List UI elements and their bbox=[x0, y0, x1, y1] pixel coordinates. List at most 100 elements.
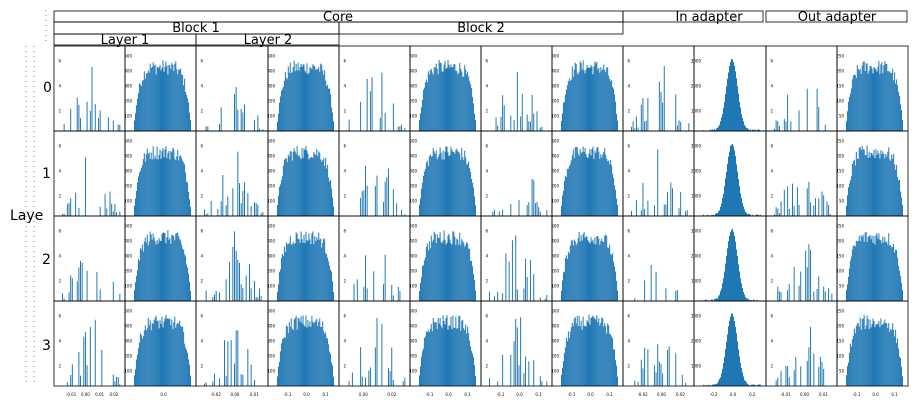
histogram-bar bbox=[747, 298, 748, 301]
histogram-bar bbox=[577, 74, 579, 131]
histogram-bar bbox=[467, 71, 469, 131]
histogram-bar bbox=[879, 239, 881, 301]
y-tick-label: 4 bbox=[627, 254, 630, 259]
histogram-bar bbox=[180, 155, 182, 216]
histogram-bar bbox=[463, 328, 465, 386]
histogram-bar bbox=[898, 348, 900, 386]
histogram-bar bbox=[884, 158, 886, 216]
histogram-bar bbox=[885, 63, 887, 132]
histogram-bar bbox=[101, 349, 103, 386]
histogram-bar bbox=[280, 343, 282, 386]
histogram-bar bbox=[320, 238, 322, 301]
histogram-bar bbox=[402, 381, 404, 386]
y-tick-label: 4 bbox=[343, 169, 346, 174]
histogram-bar bbox=[458, 244, 460, 301]
histogram-bar bbox=[586, 319, 588, 386]
histogram-bar bbox=[823, 195, 825, 216]
histogram-bar bbox=[291, 160, 293, 216]
histogram-bar bbox=[798, 110, 800, 131]
histogram-bar bbox=[351, 372, 353, 386]
histogram-bar bbox=[176, 156, 178, 216]
histogram-bar bbox=[726, 86, 727, 131]
histogram-bar bbox=[301, 66, 303, 131]
histogram-bar bbox=[179, 320, 181, 386]
histogram-bar bbox=[424, 82, 426, 131]
histogram-bar bbox=[737, 256, 738, 301]
histogram-bar bbox=[136, 98, 138, 131]
histogram-bar bbox=[720, 291, 721, 301]
histogram-bar bbox=[740, 193, 741, 216]
histogram-bar bbox=[172, 64, 174, 131]
histogram-bar bbox=[780, 201, 782, 216]
histogram-bar bbox=[299, 66, 301, 131]
x-tick-label: -0.02 bbox=[637, 392, 648, 397]
y-tick-label: 300 bbox=[124, 339, 132, 344]
histogram-bar bbox=[165, 243, 167, 301]
histogram-bar bbox=[287, 333, 289, 386]
histogram-bar bbox=[858, 147, 860, 216]
histogram-bar bbox=[175, 233, 177, 301]
histogram-bar bbox=[728, 326, 729, 386]
histogram-bar bbox=[437, 318, 439, 386]
histogram-bar bbox=[744, 380, 745, 386]
y-tick-label: 2 bbox=[485, 194, 488, 199]
histogram-bar bbox=[431, 156, 433, 216]
histogram-bar bbox=[688, 123, 690, 131]
histogram-bar bbox=[874, 68, 876, 131]
y-tick-label: 500 bbox=[409, 309, 417, 314]
x-tick-label: -0.02 bbox=[211, 392, 222, 397]
histogram-bar bbox=[793, 369, 795, 386]
histogram-bar bbox=[325, 332, 327, 386]
x-tick-label: 0.02 bbox=[676, 392, 685, 397]
histogram-bar bbox=[580, 320, 582, 386]
histogram-bar bbox=[891, 154, 893, 216]
histogram-bar bbox=[313, 244, 315, 301]
x-tick-label: -0.2 bbox=[710, 392, 718, 397]
histogram-bar bbox=[571, 66, 573, 131]
panel-frame bbox=[765, 45, 838, 132]
histogram-bar bbox=[678, 120, 680, 131]
histogram-bar bbox=[438, 60, 440, 131]
histogram-bar bbox=[751, 300, 752, 301]
histogram-bar bbox=[170, 325, 172, 386]
histogram-bar bbox=[502, 293, 504, 301]
histogram-bar bbox=[561, 195, 563, 216]
histogram-bar bbox=[154, 64, 156, 131]
histogram-bar bbox=[895, 249, 897, 301]
histogram-bar bbox=[883, 154, 885, 216]
histogram-bar bbox=[739, 186, 740, 216]
y-tick-label: 6 bbox=[770, 144, 773, 149]
histogram-bar bbox=[644, 347, 646, 386]
histogram-bar bbox=[582, 316, 584, 386]
histogram-bar bbox=[727, 163, 728, 216]
histogram-bar bbox=[174, 240, 176, 301]
histogram-bar bbox=[424, 257, 426, 301]
histogram-bar bbox=[136, 182, 138, 216]
panel-r2-c10: 246 bbox=[765, 215, 838, 302]
histogram-bar bbox=[383, 201, 385, 216]
histogram-bar bbox=[156, 240, 158, 301]
histogram-bar bbox=[140, 249, 142, 301]
y-tick-label: 200 bbox=[551, 184, 559, 189]
histogram-bar bbox=[729, 66, 730, 131]
y-tick-label: 150 bbox=[836, 84, 844, 89]
histogram-bar bbox=[433, 231, 435, 301]
histogram-bar bbox=[420, 356, 422, 386]
histogram-bar bbox=[138, 260, 140, 301]
histogram-bar bbox=[503, 105, 505, 131]
histogram-bar bbox=[719, 210, 720, 216]
histogram-bar bbox=[432, 239, 434, 301]
y-tick-label: 6 bbox=[485, 59, 488, 64]
histogram-bar bbox=[148, 152, 150, 216]
histogram-bar bbox=[112, 374, 114, 386]
histogram-bar bbox=[299, 157, 301, 216]
histogram-bar bbox=[421, 182, 423, 216]
x-tick-label: 0.00 bbox=[657, 392, 666, 397]
histogram-bar bbox=[743, 121, 744, 131]
histogram-bar bbox=[831, 293, 833, 301]
histogram-bar bbox=[467, 164, 469, 216]
histogram-bar bbox=[866, 315, 868, 386]
histogram-bar bbox=[463, 159, 465, 216]
histogram-bar bbox=[608, 160, 610, 216]
y-tick-label: 300 bbox=[267, 84, 275, 89]
